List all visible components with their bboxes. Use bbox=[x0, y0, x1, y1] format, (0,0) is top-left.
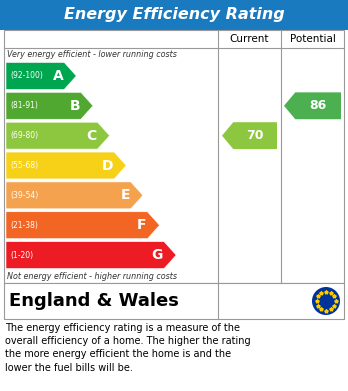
Polygon shape bbox=[6, 182, 143, 209]
Text: G: G bbox=[152, 248, 163, 262]
Text: Energy Efficiency Rating: Energy Efficiency Rating bbox=[64, 7, 284, 23]
Bar bbox=[4, 283, 344, 319]
Polygon shape bbox=[6, 122, 110, 149]
Text: Very energy efficient - lower running costs: Very energy efficient - lower running co… bbox=[7, 50, 177, 59]
Text: (55-68): (55-68) bbox=[10, 161, 38, 170]
Text: Current: Current bbox=[230, 34, 269, 44]
Text: Not energy efficient - higher running costs: Not energy efficient - higher running co… bbox=[7, 272, 177, 281]
Text: (1-20): (1-20) bbox=[10, 251, 33, 260]
Polygon shape bbox=[6, 242, 176, 269]
Bar bbox=[0, 0, 348, 30]
Polygon shape bbox=[6, 152, 126, 179]
Polygon shape bbox=[6, 63, 76, 90]
Text: (81-91): (81-91) bbox=[10, 101, 38, 110]
Polygon shape bbox=[284, 92, 341, 119]
Circle shape bbox=[312, 287, 340, 315]
Text: (39-54): (39-54) bbox=[10, 191, 38, 200]
Text: C: C bbox=[86, 129, 96, 143]
Text: B: B bbox=[69, 99, 80, 113]
Polygon shape bbox=[222, 122, 277, 149]
Text: F: F bbox=[137, 218, 147, 232]
Text: E: E bbox=[120, 188, 130, 203]
Text: (69-80): (69-80) bbox=[10, 131, 38, 140]
Bar bbox=[4, 30, 344, 283]
Text: Potential: Potential bbox=[290, 34, 335, 44]
Text: 70: 70 bbox=[246, 129, 264, 142]
Text: A: A bbox=[53, 69, 63, 83]
Text: D: D bbox=[102, 158, 113, 172]
Text: 86: 86 bbox=[309, 99, 327, 112]
Polygon shape bbox=[6, 92, 93, 119]
Text: (92-100): (92-100) bbox=[10, 72, 43, 81]
Text: England & Wales: England & Wales bbox=[9, 292, 179, 310]
Polygon shape bbox=[6, 212, 159, 239]
Text: The energy efficiency rating is a measure of the
overall efficiency of a home. T: The energy efficiency rating is a measur… bbox=[5, 323, 251, 373]
Text: (21-38): (21-38) bbox=[10, 221, 38, 230]
